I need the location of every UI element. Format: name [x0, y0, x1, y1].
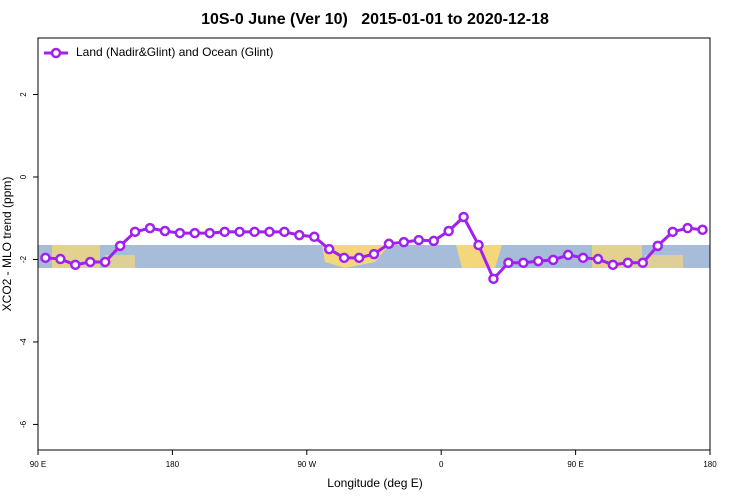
x-tick-label: 90 W [297, 460, 316, 469]
data-point [607, 259, 619, 271]
data-point [398, 236, 410, 248]
data-point [279, 226, 290, 238]
data-point [622, 257, 634, 269]
x-tick-label: 180 [703, 460, 717, 469]
data-point [99, 256, 111, 268]
x-tick-label: 180 [166, 460, 180, 469]
data-point [428, 235, 439, 247]
x-axis-label: Longitude (deg E) [327, 476, 422, 490]
data-point [129, 226, 141, 238]
data-point [323, 243, 335, 255]
data-point [309, 231, 320, 243]
data-point [518, 257, 529, 269]
data-point [547, 254, 559, 266]
data-point [234, 226, 245, 238]
data-point [249, 226, 260, 238]
y-tick-label: 2 [19, 92, 28, 97]
data-point [667, 226, 678, 238]
y-tick-label: -2 [19, 255, 28, 263]
data-point [338, 252, 350, 264]
data-point [637, 257, 649, 269]
data-point [488, 273, 499, 285]
legend-label: Land (Nadir&Glint) and Ocean (Glint) [76, 45, 273, 59]
x-tick-label: 0 [439, 460, 444, 469]
data-point [577, 252, 589, 264]
data-point [189, 227, 201, 239]
data-point [652, 240, 663, 252]
data-point [294, 229, 305, 241]
data-point [144, 222, 156, 234]
data-point [55, 253, 66, 265]
x-tick-label: 90 E [567, 460, 583, 469]
data-point [503, 257, 514, 269]
data-point [562, 249, 574, 261]
data-point [114, 240, 126, 252]
data-point [533, 255, 544, 267]
y-tick-label: -4 [19, 338, 28, 346]
plot-frame [37, 37, 711, 451]
data-point [264, 226, 275, 238]
data-point [458, 211, 469, 223]
legend-marker [50, 47, 62, 59]
y-tick-label: -6 [19, 420, 28, 428]
data-point [383, 238, 395, 250]
data-point [592, 253, 604, 265]
data-point [682, 222, 693, 234]
data-point [443, 225, 454, 237]
data-point [368, 248, 380, 260]
data-point [413, 234, 425, 246]
data-point [219, 226, 230, 238]
chart-title: 10S-0 June (Ver 10) 2015-01-01 to 2020-1… [201, 11, 549, 28]
y-tick-label: 0 [19, 174, 28, 179]
data-point [697, 224, 708, 236]
data-point [174, 227, 186, 239]
data-point [204, 227, 215, 239]
data-point [70, 259, 81, 271]
y-axis-label: XCO2 - MLO trend (ppm) [0, 177, 14, 312]
data-point [473, 239, 484, 251]
data-point [159, 225, 171, 237]
x-tick-label: 90 E [30, 460, 46, 469]
data-point [85, 256, 96, 268]
data-point [353, 252, 365, 264]
data-point [40, 252, 51, 264]
